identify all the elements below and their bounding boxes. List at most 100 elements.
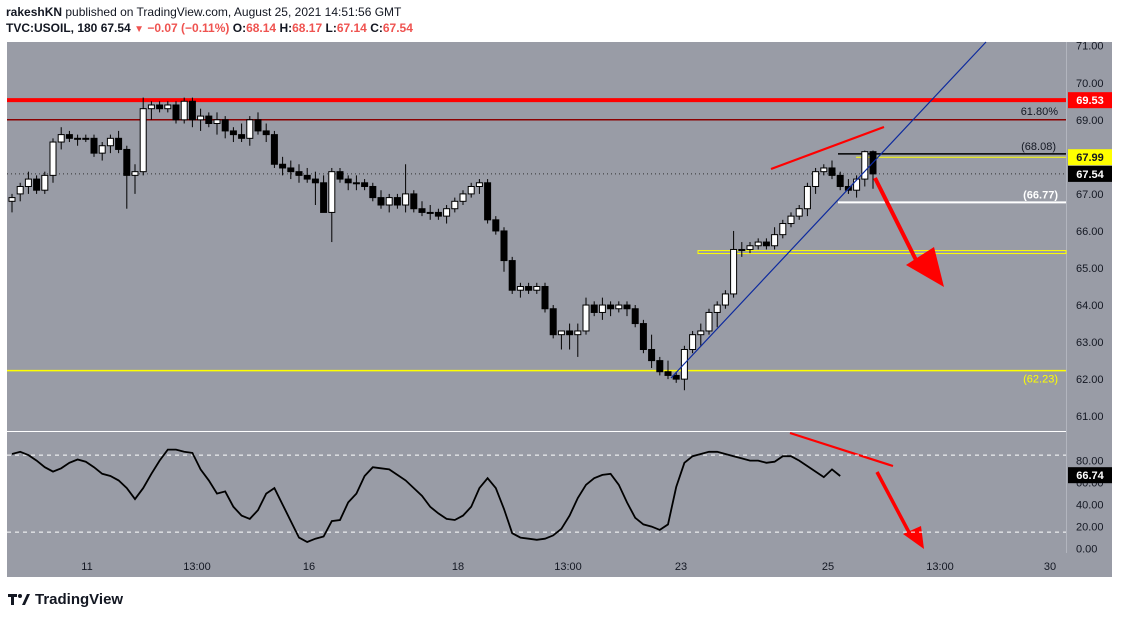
candle-down <box>287 167 295 173</box>
candle-down <box>188 100 196 121</box>
candle-up <box>812 171 820 187</box>
candle-up <box>689 334 697 350</box>
price-down-arrow-icon <box>906 247 944 287</box>
candle-up <box>771 234 779 247</box>
candle-down <box>33 178 41 191</box>
publisher-line: rakeshKN published on TradingView.com, A… <box>6 4 1066 20</box>
candle-down <box>648 348 656 362</box>
published-info: published on TradingView.com, August 25,… <box>65 5 402 19</box>
candle-up <box>853 178 861 191</box>
support-label: (62.23) <box>1023 374 1058 386</box>
candle-up <box>754 241 762 247</box>
candle-up <box>246 119 254 139</box>
candle-up <box>533 286 541 291</box>
candle-down <box>590 304 598 313</box>
candle-down <box>566 330 574 336</box>
candle-up <box>402 193 410 206</box>
candle-down <box>221 119 229 132</box>
candle-up <box>582 304 590 332</box>
candle-up <box>730 248 738 295</box>
oscillator-tick-label: 80.00 <box>1076 456 1104 468</box>
candle-down <box>836 174 844 187</box>
price-tick-label: 63.00 <box>1076 337 1104 349</box>
oscillator-line <box>11 448 841 543</box>
author-name[interactable]: rakeshKN <box>6 5 63 19</box>
candle-down <box>500 230 508 262</box>
candle-down <box>344 178 352 184</box>
candle-down <box>336 171 344 180</box>
candle-up <box>451 200 459 210</box>
symbol-label[interactable]: TVC:USOIL, 180 <box>6 21 98 35</box>
last-price-text: 67.54 <box>100 21 131 35</box>
oscillator-down-arrow-icon <box>903 526 924 549</box>
open-label: O: <box>232 21 247 35</box>
candle-down <box>525 286 533 291</box>
candle-down <box>369 185 377 199</box>
candle-up <box>861 151 869 180</box>
time-tick-label: 25 <box>822 561 834 573</box>
candle-down <box>672 374 680 380</box>
candle-up <box>16 185 24 195</box>
candle-up <box>738 248 746 251</box>
level-67.99-tag-label: 67.99 <box>1076 152 1104 164</box>
open-value: 68.14 <box>246 21 277 35</box>
candle-down <box>311 178 319 184</box>
candle-down <box>238 134 246 139</box>
resistance-tag <box>1068 92 1112 109</box>
candle-up <box>426 211 434 214</box>
level-68.08-label: (68.08) <box>1021 141 1056 153</box>
candle-up <box>139 108 147 173</box>
candle-up <box>795 208 803 217</box>
candle-down <box>361 182 369 187</box>
change-text: −0.07 (−0.11%) <box>147 21 230 35</box>
symbol-line: TVC:USOIL, 180 67.54 ▼ −0.07 (−0.11%) O:… <box>6 20 1066 36</box>
candle-down <box>254 119 262 132</box>
candle-up <box>24 178 32 187</box>
candle-up <box>443 208 451 217</box>
candle-up <box>803 185 811 210</box>
tradingview-logo-icon <box>8 594 30 605</box>
candle-down <box>434 211 442 217</box>
oscillator-arrow-shaft <box>875 471 914 539</box>
candle-down <box>115 137 123 150</box>
price-tick-label: 64.00 <box>1076 300 1104 312</box>
candle-up <box>352 182 360 185</box>
down-arrow-icon: ▼ <box>134 24 144 35</box>
candle-down <box>279 163 287 169</box>
candle-up <box>459 193 467 202</box>
price-tick-label: 67.00 <box>1076 189 1104 201</box>
time-tick-label: 30 <box>1044 561 1056 573</box>
candle-down <box>631 308 639 325</box>
price-tick-label: 62.00 <box>1076 374 1104 386</box>
resistance-tag-label: 69.53 <box>1076 95 1104 107</box>
price-tick-label: 61.00 <box>1076 411 1104 423</box>
candle-up <box>721 293 729 306</box>
candle-down <box>65 134 73 139</box>
candle-up <box>147 104 155 110</box>
candle-down <box>172 104 180 121</box>
candle-down <box>623 304 631 310</box>
price-tick-label: 65.00 <box>1076 263 1104 275</box>
time-tick-label: 13:00 <box>554 561 582 573</box>
candle-down <box>492 219 500 232</box>
level-66.77-label: (66.77) <box>1023 189 1058 201</box>
candle-up <box>385 197 393 206</box>
candle-down <box>393 197 401 206</box>
candle-up <box>328 171 336 213</box>
brand-name: TradingView <box>35 590 124 608</box>
candle-up <box>180 100 188 121</box>
tradingview-footer: TradingView <box>8 590 123 608</box>
candle-up <box>467 185 475 195</box>
candle-down <box>156 104 164 110</box>
candle-down <box>377 197 385 206</box>
candle-up <box>106 137 114 147</box>
price-tick-label: 70.00 <box>1076 78 1104 90</box>
candle-down <box>270 134 278 165</box>
level-box-65.4 <box>697 250 1067 255</box>
oscillator-last-tag <box>1068 467 1112 484</box>
oscillator-divergence-line <box>789 431 894 468</box>
price-tick-label: 69.00 <box>1076 115 1104 127</box>
candle-down <box>508 260 516 291</box>
candle-down <box>262 130 270 136</box>
